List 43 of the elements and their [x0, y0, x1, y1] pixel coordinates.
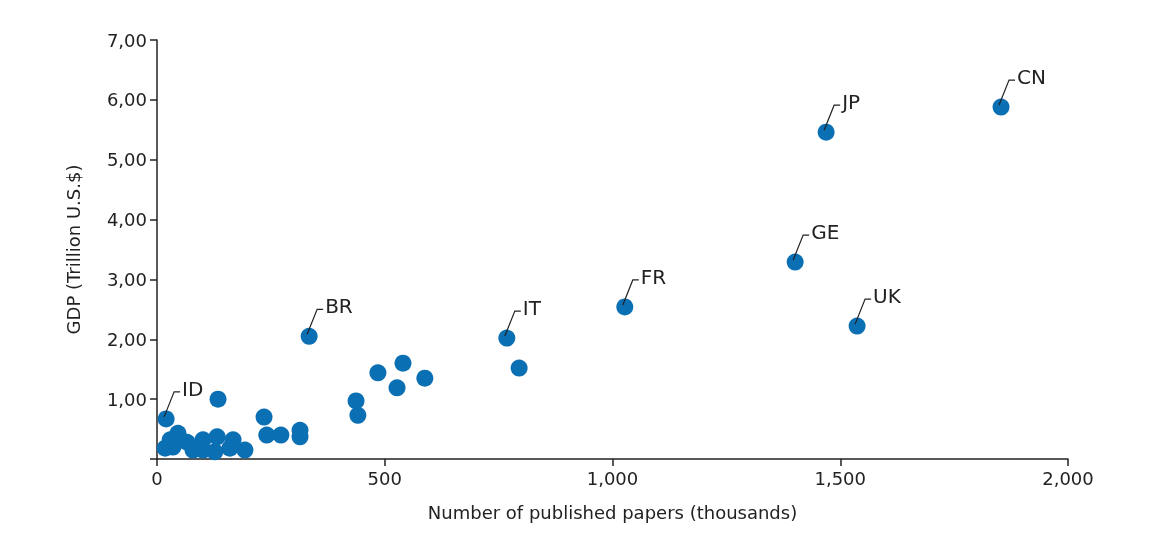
point [221, 439, 239, 457]
point [817, 123, 835, 141]
point [416, 369, 434, 387]
point [992, 98, 1010, 116]
x-tick-label: 0 [151, 467, 163, 489]
x-tick-label: 2,000 [1042, 467, 1094, 489]
annotation: UK [873, 284, 902, 309]
point [848, 317, 866, 335]
point [616, 298, 634, 316]
annotation: BR [325, 294, 353, 319]
point [510, 359, 528, 377]
annotation: IT [522, 296, 542, 321]
point [272, 426, 290, 444]
y-tick-label: 4,00 [106, 209, 147, 231]
annotation: FR [640, 264, 667, 289]
annotation: JP [840, 90, 861, 115]
x-tick-label: 500 [367, 467, 402, 489]
x-tick-label: 1,500 [814, 467, 867, 489]
x-axis-title: Number of published papers (thousands) [427, 501, 798, 523]
y-tick-label: 3,00 [106, 268, 147, 290]
point [786, 253, 804, 271]
point [157, 410, 175, 428]
point [236, 441, 254, 459]
point [394, 354, 412, 372]
y-tick-label: 6,00 [106, 89, 147, 111]
annotation: GE [811, 220, 840, 245]
point [349, 406, 367, 424]
point [347, 392, 365, 410]
point [498, 329, 516, 347]
y-axis-title: GDP (Trillion U.S.$) [62, 164, 84, 335]
y-tick-label: 1,00 [106, 388, 147, 410]
point [255, 408, 273, 426]
point [369, 364, 387, 382]
point [258, 426, 276, 444]
annotation: CN [1017, 65, 1046, 90]
x-tick-label: 1,000 [586, 467, 639, 489]
y-tick-label: 7,00 [106, 29, 147, 51]
point [209, 390, 227, 408]
annotation: ID [182, 376, 204, 401]
y-tick-label: 5,00 [106, 149, 147, 171]
point [300, 327, 318, 345]
y-tick-label: 2,00 [106, 328, 147, 350]
point [388, 379, 406, 397]
